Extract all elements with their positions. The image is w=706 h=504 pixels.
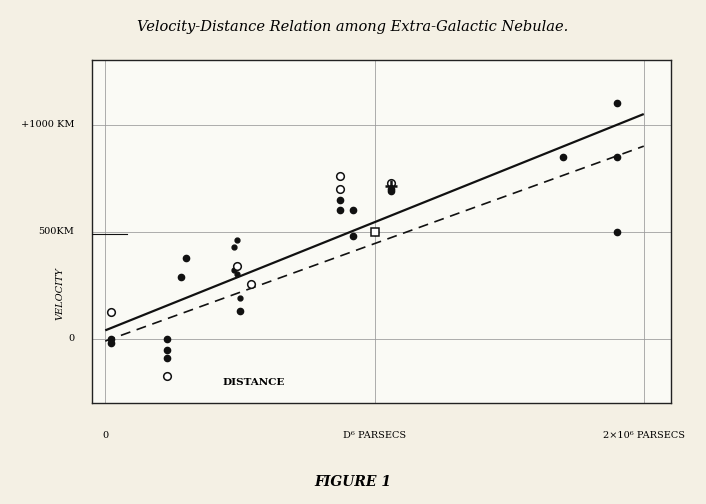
Text: 0: 0 [102, 430, 108, 439]
Text: D⁶ PARSECS: D⁶ PARSECS [343, 430, 406, 439]
Text: Velocity-Distance Relation among Extra-Galactic Nebulae.: Velocity-Distance Relation among Extra-G… [138, 20, 568, 34]
Text: DISTANCE: DISTANCE [222, 378, 285, 387]
Text: 2×10⁶ PARSECS: 2×10⁶ PARSECS [603, 430, 685, 439]
Text: FIGURE 1: FIGURE 1 [314, 475, 392, 489]
Text: 0: 0 [68, 335, 74, 343]
Text: 500KM: 500KM [39, 227, 74, 236]
Text: +1000 KM: +1000 KM [21, 120, 74, 129]
Text: VELOCITY: VELOCITY [56, 267, 64, 320]
